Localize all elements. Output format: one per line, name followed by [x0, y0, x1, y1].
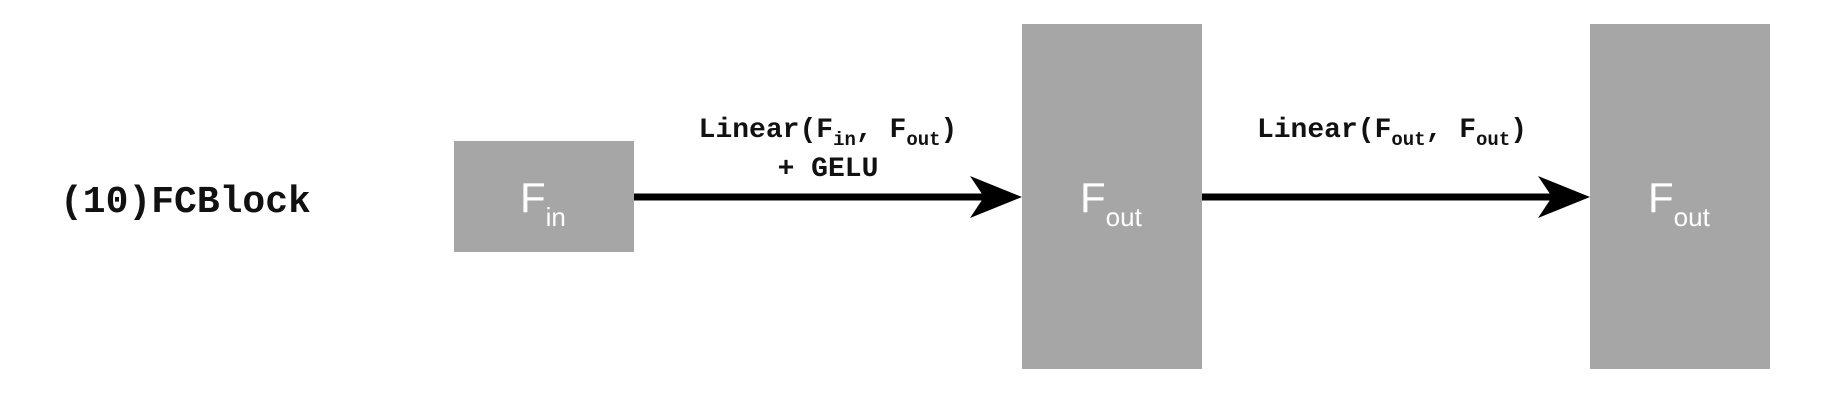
- node-input-sub: in: [546, 202, 566, 232]
- node-input-box: [454, 141, 634, 252]
- edge-input-to-hidden: [634, 176, 1022, 218]
- edge-1-arg1-main: F: [816, 115, 833, 146]
- node-hidden-box: [1022, 24, 1202, 369]
- node-output-sub: out: [1674, 202, 1711, 232]
- node-hidden-label: Fout: [1080, 174, 1143, 232]
- edge-1-extra: + GELU: [778, 154, 879, 185]
- edge-2-arg2-sub: out: [1476, 129, 1510, 151]
- edge-1-arg2-sub: out: [906, 129, 940, 151]
- node-output-main: F: [1648, 174, 1674, 221]
- edge-1-arg1-sub: in: [833, 129, 856, 151]
- node-input-main: F: [520, 174, 546, 221]
- node-output-label: Fout: [1648, 174, 1711, 232]
- arrowhead-icon: [970, 176, 1022, 218]
- edge-2-label: Linear(Fout, Fout): [1257, 115, 1527, 151]
- node-hidden-main: F: [1080, 174, 1106, 221]
- edge-2-arg1-main: F: [1375, 115, 1392, 146]
- node-input: Fin: [454, 141, 634, 252]
- node-output: Fout: [1590, 24, 1770, 369]
- edge-2-paren-open: (: [1358, 115, 1375, 146]
- node-hidden: Fout: [1022, 24, 1202, 369]
- edge-hidden-to-output: [1202, 176, 1590, 218]
- edge-2-arg2-main: F: [1459, 115, 1476, 146]
- edge-1-label: Linear(Fin, Fout): [699, 115, 958, 151]
- edge-1-paren-close: ): [941, 115, 958, 146]
- edge-2-comma: ,: [1426, 115, 1460, 146]
- edge-2-op: Linear: [1257, 115, 1358, 146]
- edge-1-paren-open: (: [799, 115, 816, 146]
- node-output-box: [1590, 24, 1770, 369]
- arrowhead-icon: [1538, 176, 1590, 218]
- block-title: (10)FCBlock: [60, 181, 311, 224]
- edge-2-paren-close: ): [1510, 115, 1527, 146]
- node-input-label: Fin: [520, 174, 566, 232]
- edge-1-arg2-main: F: [890, 115, 907, 146]
- edge-1-comma: ,: [856, 115, 890, 146]
- node-hidden-sub: out: [1106, 202, 1143, 232]
- edge-1-op: Linear: [699, 115, 800, 146]
- edge-2-arg1-sub: out: [1391, 129, 1425, 151]
